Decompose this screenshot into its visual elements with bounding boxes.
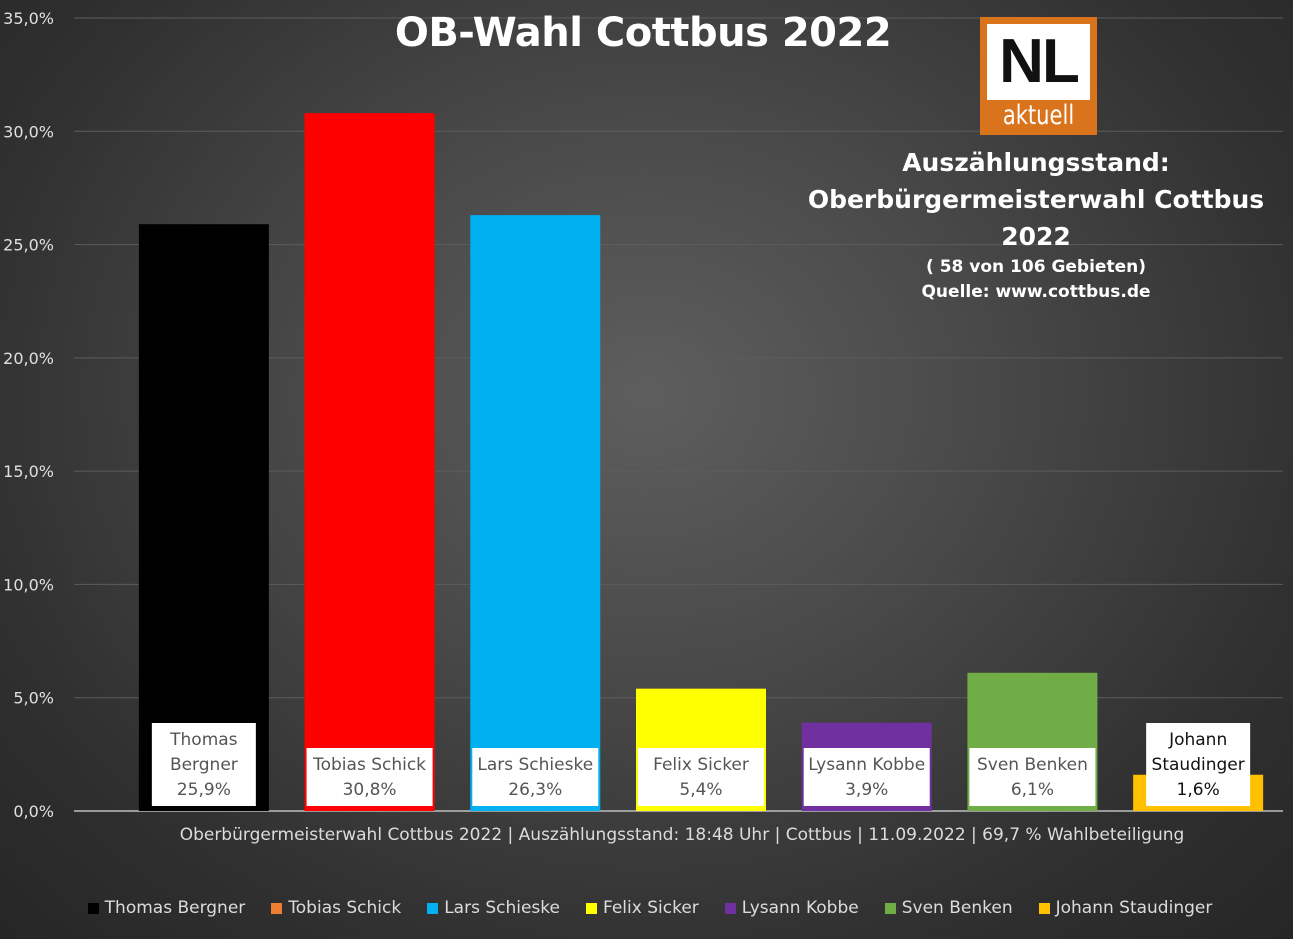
y-tick-label: 10,0% <box>3 575 54 594</box>
legend-label: Sven Benken <box>901 898 1013 918</box>
bar-category-label: Tobias Schick <box>312 755 426 775</box>
y-tick-label: 20,0% <box>3 349 54 368</box>
data-label-box <box>969 748 1096 806</box>
bar-category-label: Sven Benken <box>977 755 1088 775</box>
bar-category-label: Felix Sicker <box>653 755 749 775</box>
chart-subtitle: Oberbürgermeisterwahl Cottbus 2022 | Aus… <box>179 825 1185 845</box>
bar-category-label: Staudinger <box>1152 755 1245 775</box>
legend-label: Thomas Bergner <box>104 898 246 918</box>
y-tick-label: 25,0% <box>3 236 54 255</box>
legend-label: Felix Sicker <box>603 898 699 918</box>
bar <box>470 215 601 812</box>
data-label-box <box>472 748 599 806</box>
bar-value-label: 26,3% <box>508 780 562 800</box>
bar-value-label: 25,9% <box>177 780 231 800</box>
data-label-box <box>638 748 764 806</box>
logo-sub-text: aktuell <box>1002 100 1075 131</box>
y-axis-ticks: 0,0% 5,0% 10,0% 15,0% 20,0% 25,0% 30,0% 35,0% <box>3 9 54 821</box>
bar <box>138 224 269 811</box>
info-line-4: Quelle: www.cottbus.de <box>921 282 1151 302</box>
logo-main-text: NL <box>987 24 1090 100</box>
info-line-3: ( 58 von 106 Gebieten) <box>926 257 1146 277</box>
y-tick-label: 0,0% <box>13 802 54 821</box>
y-tick-label: 5,0% <box>13 689 54 708</box>
chart-title: OB-Wahl Cottbus 2022 <box>394 10 892 56</box>
bar-value-label: 1,6% <box>1177 780 1220 800</box>
legend-swatch <box>724 902 736 914</box>
bar-value-label: 30,8% <box>343 780 397 800</box>
legend-swatch <box>884 902 896 914</box>
y-tick-label: 35,0% <box>3 9 54 28</box>
legend-item: Sven Benken <box>884 898 1013 918</box>
bar-category-label: Lysann Kobbe <box>808 755 925 775</box>
legend-label: Lars Schieske <box>444 898 560 918</box>
legend-item: Lysann Kobbe <box>724 898 859 918</box>
legend-item: Lars Schieske <box>427 898 560 918</box>
bar-category-label: Bergner <box>170 755 238 775</box>
data-label-box <box>803 748 930 806</box>
legend-item: Johann Staudinger <box>1038 898 1213 918</box>
legend-label: Lysann Kobbe <box>741 898 859 918</box>
data-label-box <box>306 748 433 806</box>
bar-labels: Thomas Bergner 25,9% Tobias Schick 30,8% Lars… <box>151 723 1251 806</box>
info-line-2: Oberbürgermeisterwahl Cottbus 2022 <box>807 185 1265 251</box>
legend-item: Tobias Schick <box>271 898 401 918</box>
legend-label: Johann Staudinger <box>1055 898 1213 918</box>
legend-swatch <box>427 902 439 914</box>
legend-swatch <box>87 902 99 914</box>
nl-aktuell-logo: NL aktuell <box>980 17 1097 135</box>
bar <box>304 113 435 811</box>
legend-swatch <box>1038 902 1050 914</box>
legend-label: Tobias Schick <box>288 898 402 918</box>
legend: Thomas Bergner Tobias Schick Lars Schieske… <box>0 898 1293 918</box>
legend-swatch <box>271 902 283 914</box>
bar-category-label: Thomas <box>169 730 238 750</box>
info-box: Auszählungsstand: Oberbürgermeisterwahl … <box>786 144 1286 305</box>
legend-item: Thomas Bergner <box>87 898 246 918</box>
info-line-1: Auszählungsstand: <box>902 148 1170 177</box>
bar-value-label: 6,1% <box>1011 780 1054 800</box>
data-label-box <box>151 723 256 806</box>
y-tick-label: 15,0% <box>3 462 54 481</box>
bar-category-label: Johann <box>1168 730 1227 750</box>
legend-item: Felix Sicker <box>586 898 699 918</box>
bar-value-label: 3,9% <box>845 780 888 800</box>
y-tick-label: 30,0% <box>3 122 54 141</box>
bar-category-label: Lars Schieske <box>477 755 593 775</box>
data-label-box <box>1146 723 1251 806</box>
legend-swatch <box>586 902 597 914</box>
bar-value-label: 5,4% <box>679 780 722 800</box>
